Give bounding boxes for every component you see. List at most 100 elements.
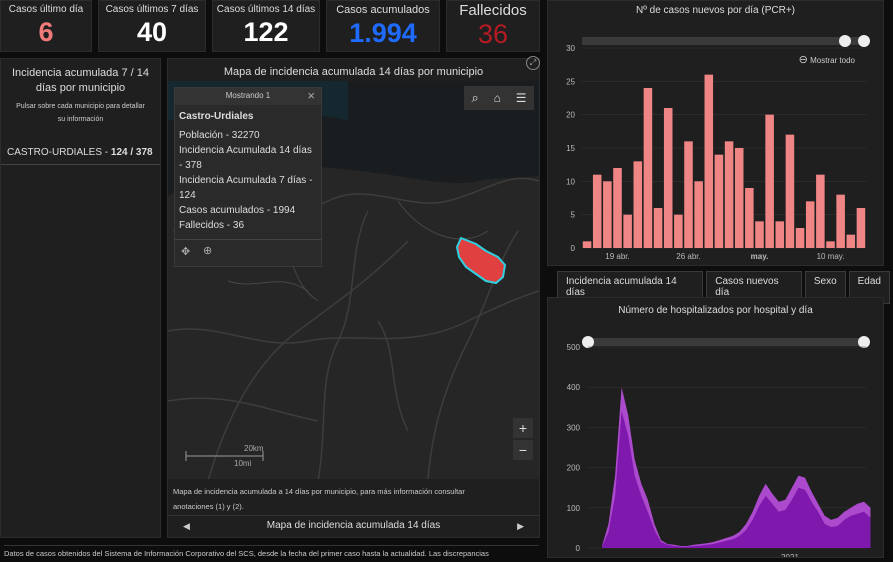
show-all-label: Mostrar todo — [810, 56, 855, 65]
map-panel: Mapa de incidencia acumulada 14 días por… — [167, 56, 540, 538]
range-slider-handle — [582, 336, 594, 348]
bar — [674, 214, 683, 248]
bar — [653, 208, 663, 248]
selected-municipality-row[interactable]: CASTRO-URDIALES - 124 / 378 — [1, 144, 160, 165]
y-tick-label: 5 — [571, 211, 576, 220]
y-tick-label: 25 — [566, 77, 575, 86]
popup-header: Mostrando 1 × — [175, 88, 321, 105]
y-tick-label: 500 — [567, 343, 581, 352]
bar — [734, 148, 744, 248]
bar — [826, 241, 835, 248]
bar — [623, 214, 632, 248]
kpi-value: 1.994 — [349, 18, 417, 48]
popup-line: Casos acumulados - 1994 — [179, 205, 296, 216]
map-title: Mapa de incidencia acumulada 14 días por… — [223, 66, 484, 78]
search-icon[interactable]: ⌕ — [471, 90, 479, 105]
area-series — [602, 411, 871, 548]
close-icon[interactable]: × — [307, 88, 315, 103]
bar — [714, 154, 724, 248]
x-tick-label: 10 may. — [817, 252, 845, 261]
y-tick-label: 15 — [566, 144, 575, 153]
zoom-out-button[interactable]: − — [513, 440, 533, 460]
popup-line: Incidencia Acumulada 14 días - 378 — [179, 145, 312, 171]
chart1-title: Nº de casos nuevos por día (PCR+) — [635, 5, 795, 16]
y-tick-label: 30 — [566, 44, 575, 53]
bar — [836, 194, 845, 248]
bar — [633, 161, 643, 248]
municipality-name: CASTRO-URDIALES - — [7, 147, 111, 158]
kpi-casos-ultimo-dia: Casos último día 6 — [0, 0, 92, 52]
kpi-label: Casos último día — [8, 4, 84, 15]
feature-popup: Mostrando 1 × Castro-Urdiales Población … — [174, 87, 322, 267]
bar — [805, 201, 815, 248]
y-tick-label: 200 — [567, 464, 581, 473]
bar — [684, 141, 693, 248]
bar — [694, 181, 703, 248]
incidence-list-hint: Pulsar sobre cada municipio para detalla… — [16, 103, 145, 123]
legend-list-icon[interactable]: ☰ — [515, 91, 527, 105]
bar — [592, 174, 602, 248]
bar — [745, 188, 754, 248]
zoom-out-icon: ⊖ — [798, 54, 808, 66]
prev-map-button[interactable]: ◀ — [183, 521, 190, 531]
bar — [724, 141, 734, 248]
pan-to-icon[interactable]: ✥ — [181, 246, 191, 258]
y-tick-label: 20 — [566, 111, 575, 120]
y-tick-label: 300 — [567, 423, 581, 432]
bar — [582, 241, 592, 248]
popup-line: Población - 32270 — [179, 130, 260, 141]
kpi-value: 36 — [477, 19, 509, 49]
y-tick-label: 400 — [567, 383, 581, 392]
bar — [785, 134, 795, 248]
kpi-fallecidos: Fallecidos 36 — [446, 0, 540, 52]
y-tick-label: 10 — [566, 177, 575, 186]
kpi-label: Fallecidos — [459, 2, 527, 19]
bar — [816, 174, 825, 248]
popup-line: Incidencia Acumulada 7 días - 124 — [179, 175, 313, 201]
kpi-label: Casos acumulados — [336, 4, 430, 16]
incidence-list-title: Incidencia acumulada 7 / 14 días por mun… — [12, 67, 149, 94]
scale-mi-label: 10mi — [234, 459, 252, 468]
range-slider-track — [582, 37, 866, 45]
map-nav: ◀ Mapa de incidencia acumulada 14 días ▶ — [168, 515, 539, 538]
footer-note: Datos de casos obtenidos del Sistema de … — [4, 545, 539, 562]
new-cases-chart[interactable]: 0 5 10 15 20 25 30 19 abr. 26 abr. may. 10 may. — [548, 1, 883, 265]
municipality-incidence: 124 / 378 — [110, 147, 153, 158]
map-nav-title: Mapa de incidencia acumulada 14 días — [266, 520, 441, 531]
hospitalized-chart-panel: Número de hospitalizados por hospital y … — [547, 297, 884, 558]
bar — [755, 221, 764, 248]
kpi-label: Casos últimos 14 días — [216, 4, 316, 15]
bar — [663, 108, 673, 248]
kpi-casos-acumulados: Casos acumulados 1.994 — [326, 0, 440, 52]
bar — [603, 181, 612, 248]
range-slider-handle — [858, 35, 870, 47]
kpi-value: 122 — [243, 17, 289, 47]
kpi-casos-7-dias: Casos últimos 7 días 40 — [98, 0, 206, 52]
bar — [613, 168, 622, 248]
new-cases-chart-panel: Nº de casos nuevos por día (PCR+) 0 5 10 15… — [547, 0, 884, 266]
range-slider-handle — [839, 35, 851, 47]
bar — [775, 221, 785, 248]
bar — [856, 208, 866, 248]
zoom-to-icon[interactable]: ⊕ — [203, 245, 213, 257]
home-icon[interactable]: ⌂ — [493, 91, 501, 105]
kpi-casos-14-dias: Casos últimos 14 días 122 — [212, 0, 320, 52]
hospitalized-chart[interactable]: 0 100 200 300 400 500 2021 — [548, 298, 883, 557]
popup-actions: ✥ ⊕ — [175, 239, 321, 266]
incidence-list-panel: Incidencia acumulada 7 / 14 días por mun… — [0, 58, 161, 538]
bar — [643, 88, 653, 248]
scale-bar: 20km 10mi — [185, 444, 264, 468]
chart2-title: Número de hospitalizados por hospital y … — [618, 305, 813, 316]
map-footer-note: Mapa de incidencia acumulada a 14 días p… — [173, 487, 465, 511]
show-all-button[interactable]: ⊖ Mostrar todo — [799, 53, 855, 66]
y-tick-label: 100 — [567, 504, 581, 513]
kpi-value: 40 — [136, 17, 168, 47]
zoom-in-button[interactable]: + — [513, 418, 533, 438]
bar — [704, 74, 714, 249]
bar — [846, 234, 856, 248]
next-map-button[interactable]: ▶ — [517, 521, 524, 531]
scale-km-label: 20km — [244, 444, 264, 453]
popup-body: Población - 32270 Incidencia Acumulada 14… — [179, 128, 317, 233]
castro-urdiales-polygon[interactable] — [455, 236, 507, 285]
expand-icon[interactable]: ⤢ — [526, 56, 540, 70]
